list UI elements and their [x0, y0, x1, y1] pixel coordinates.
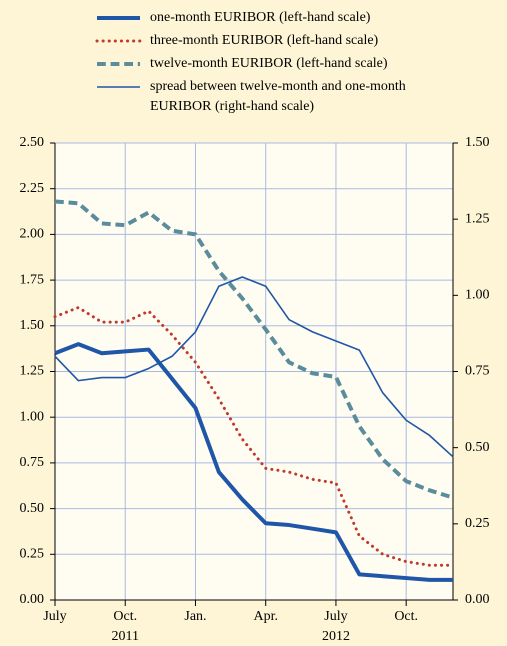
series-line — [54, 276, 454, 458]
y-tick-label: 1.50 — [20, 318, 45, 333]
x-tick-label: Apr. — [253, 609, 278, 624]
x-year-label: 2012 — [322, 629, 350, 644]
y-tick-label: 2.50 — [20, 135, 45, 150]
y-tick-label: 1.25 — [20, 364, 45, 379]
x-year-label: 2011 — [111, 629, 138, 644]
x-tick-label: July — [43, 609, 66, 624]
legend-label: spread between twelve-month and one-mont… — [150, 79, 406, 114]
y2-tick-label: 1.50 — [465, 135, 490, 150]
y-tick-label: 0.50 — [20, 501, 45, 516]
x-tick-label: Oct. — [113, 609, 137, 624]
y2-tick-label: 0.25 — [465, 516, 490, 531]
y2-tick-label: 0.75 — [465, 364, 490, 379]
x-tick-label: July — [324, 609, 347, 624]
y2-tick-label: 1.25 — [465, 211, 490, 226]
y-tick-label: 0.75 — [20, 455, 45, 470]
y-tick-label: 0.00 — [20, 592, 45, 607]
series-line — [53, 306, 455, 567]
y-tick-label: 2.25 — [20, 181, 45, 196]
y-tick-label: 1.75 — [20, 272, 45, 287]
y-tick-label: 2.00 — [20, 227, 45, 242]
legend-label: one-month EURIBOR (left-hand scale) — [150, 10, 371, 25]
x-tick-label: Jan. — [184, 609, 206, 624]
y-tick-label: 0.25 — [20, 547, 45, 562]
y2-tick-label: 0.00 — [465, 592, 490, 607]
x-tick-label: Oct. — [394, 609, 418, 624]
series-line — [54, 342, 453, 582]
legend-label: three-month EURIBOR (left-hand scale) — [150, 33, 379, 48]
legend-label: twelve-month EURIBOR (left-hand scale) — [150, 56, 388, 71]
y2-tick-label: 1.00 — [465, 288, 490, 303]
y2-tick-label: 0.50 — [465, 440, 490, 455]
y-tick-label: 1.00 — [20, 409, 45, 424]
series-line — [54, 199, 454, 500]
